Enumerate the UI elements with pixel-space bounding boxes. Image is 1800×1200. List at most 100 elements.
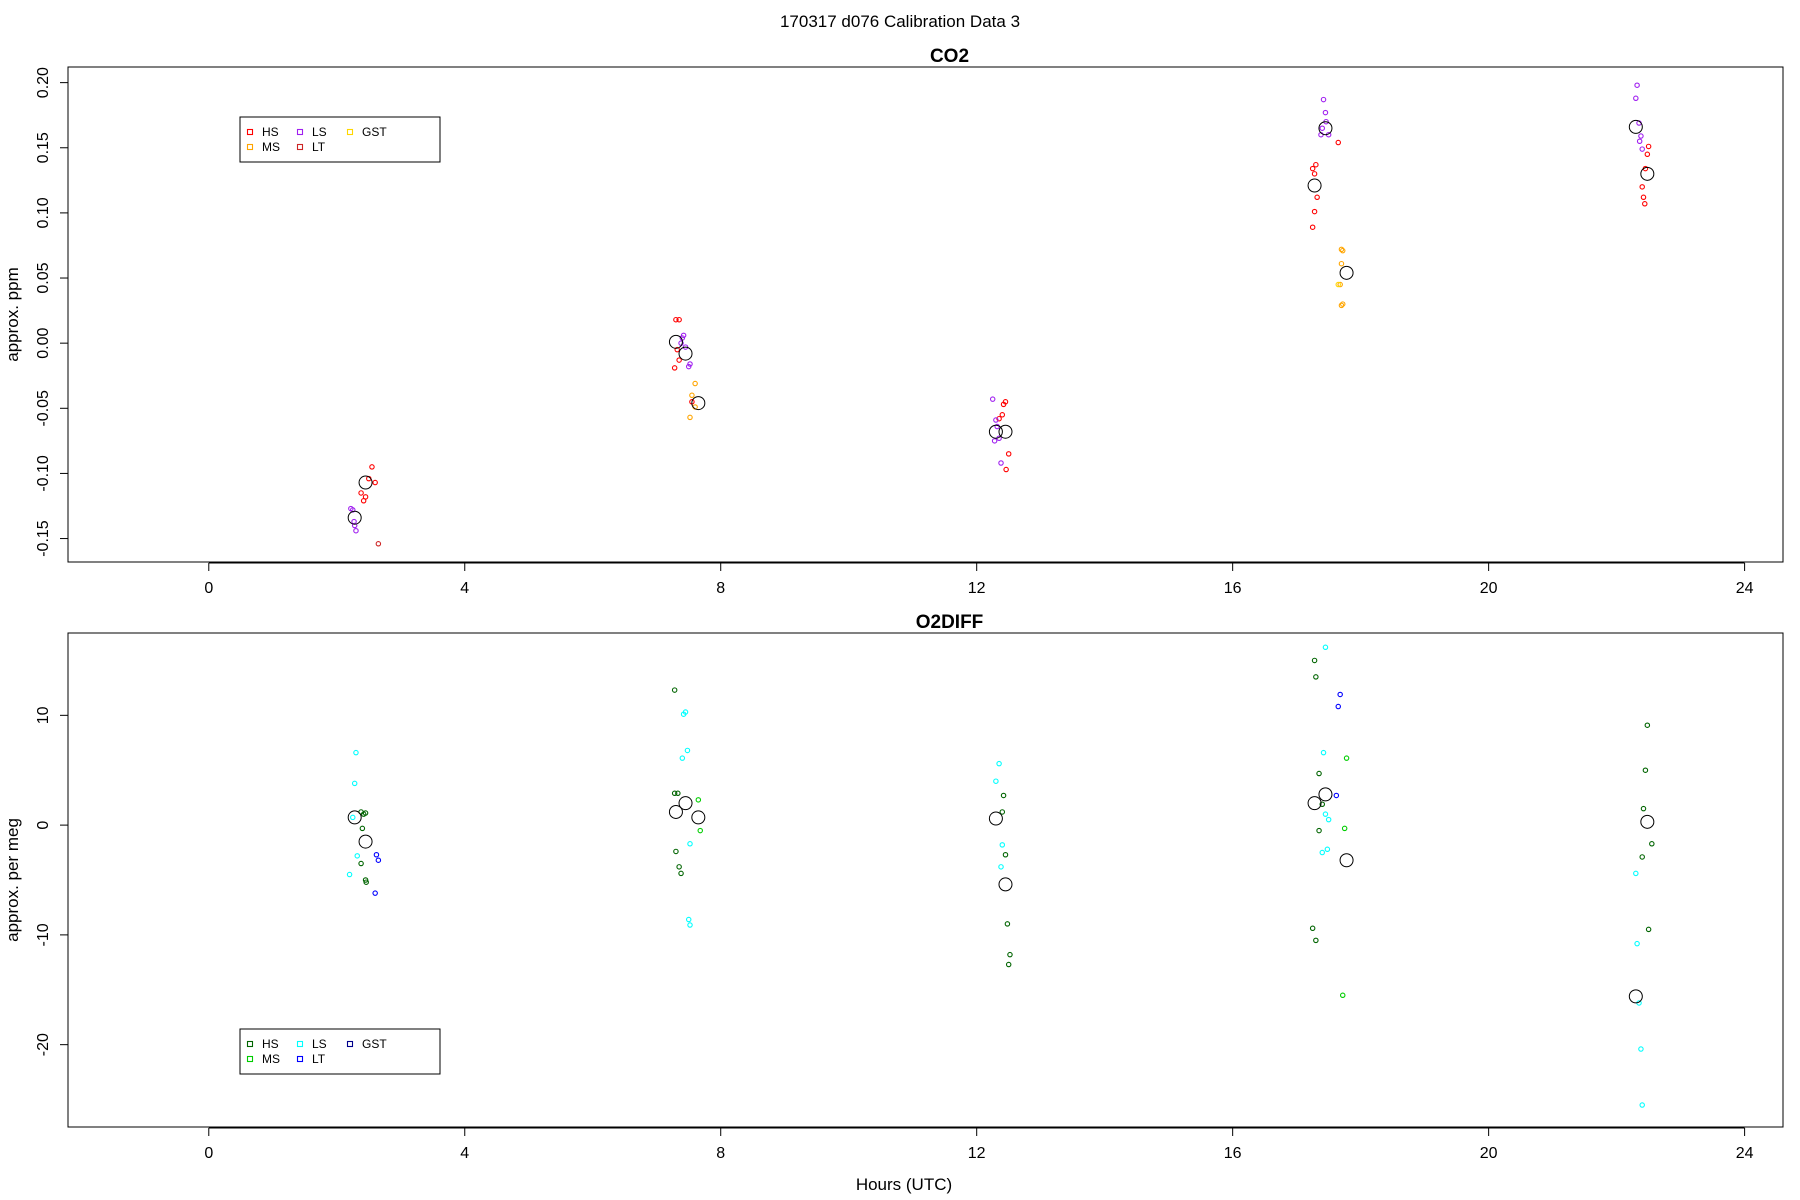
data-point [359, 825, 366, 832]
data-point [1338, 260, 1345, 267]
data-point [678, 870, 684, 877]
legend-label: GST [362, 1037, 387, 1051]
mean-marker [358, 834, 373, 849]
mean-marker [668, 334, 683, 349]
data-point [1007, 951, 1013, 958]
data-point [1634, 940, 1640, 947]
data-point [350, 814, 356, 821]
data-point [991, 438, 998, 444]
data-point [673, 316, 679, 323]
x-tick-label: 4 [460, 1145, 469, 1162]
legend-symbol [246, 143, 254, 151]
data-point [1639, 854, 1645, 860]
mean-marker [1318, 787, 1333, 802]
series-lt [372, 691, 1343, 896]
data-point [687, 922, 693, 928]
data-point [1341, 825, 1348, 832]
data-point [351, 522, 358, 529]
data-point [676, 864, 682, 870]
data-point [1316, 827, 1322, 834]
data-point [998, 460, 1004, 466]
mean-marker [1339, 853, 1354, 868]
mean-marker [1307, 796, 1322, 811]
mean-marker [998, 877, 1013, 892]
data-point [1316, 770, 1322, 777]
data-point [1339, 992, 1346, 999]
data-point [1313, 161, 1319, 168]
data-point [671, 687, 678, 693]
data-point [692, 380, 698, 387]
series-ms [687, 246, 1346, 421]
y-axis-label: approx. ppm [3, 267, 22, 362]
mean-markers [347, 787, 1655, 1004]
y-tick-label: 0.15 [35, 132, 52, 163]
mean-marker [988, 811, 1003, 826]
data-point [687, 841, 693, 847]
data-point [1337, 281, 1343, 288]
series-hs [358, 139, 1652, 504]
data-point [1644, 722, 1651, 728]
data-point [372, 890, 378, 896]
data-point [1335, 281, 1342, 288]
panel-co2: CO2 approx. ppm -0.15 -0.10 -0.05 0.00 0.05 0.1… [3, 46, 1784, 597]
data-point [1343, 755, 1350, 761]
data-point [676, 316, 682, 323]
data-point [1633, 95, 1639, 102]
legend-box [239, 1028, 441, 1075]
data-point [1333, 792, 1340, 799]
data-point [372, 479, 378, 486]
data-point [373, 852, 380, 858]
data-point [687, 414, 693, 421]
mean-marker [1628, 119, 1643, 134]
legend-symbol [296, 143, 304, 151]
plot-frame [67, 66, 1784, 563]
legend-label: LS [312, 125, 327, 139]
mean-marker [347, 510, 362, 525]
data-point [1639, 1102, 1645, 1108]
data-point [671, 365, 678, 371]
x-tick-label: 8 [716, 1145, 725, 1162]
y-tick-label: -0.05 [35, 390, 52, 427]
data-point [1311, 208, 1318, 215]
data-point [1320, 749, 1327, 756]
data-point [1005, 961, 1012, 968]
data-point [999, 842, 1006, 848]
data-point [1338, 302, 1345, 309]
mean-marker [678, 796, 693, 811]
data-point [1314, 194, 1320, 201]
data-point [362, 494, 369, 500]
data-point [351, 780, 358, 787]
y-tick-label: 0.20 [35, 67, 52, 98]
legend-symbol [296, 1040, 304, 1048]
legend-label: HS [262, 125, 279, 139]
series-ls [348, 82, 1645, 534]
series-ls [346, 644, 1645, 1108]
legend-label: HS [262, 1037, 279, 1051]
data-point [358, 860, 364, 867]
data-point [1322, 644, 1329, 651]
data-point [1339, 301, 1346, 307]
x-tick-label: 20 [1480, 580, 1498, 597]
mean-marker [691, 810, 706, 825]
legend-symbol [246, 1055, 254, 1063]
mean-marker [691, 396, 706, 411]
x-axis-label: Hours (UTC) [856, 1175, 952, 1194]
data-point [1309, 224, 1316, 230]
data-point [1644, 151, 1651, 158]
legend-symbol [246, 128, 254, 136]
data-point [1309, 925, 1316, 932]
data-point [680, 332, 687, 339]
data-point [353, 749, 359, 756]
data-point [358, 490, 364, 496]
data-point [1645, 143, 1652, 150]
legend-label: MS [262, 1052, 280, 1066]
mean-marker [668, 804, 683, 819]
legend-label: LT [312, 140, 326, 154]
data-point [687, 361, 693, 367]
data-point [1311, 657, 1318, 664]
data-point [996, 415, 1002, 422]
y-tick-label: 0.05 [35, 262, 52, 293]
data-point [1640, 805, 1647, 812]
data-point [684, 747, 691, 754]
